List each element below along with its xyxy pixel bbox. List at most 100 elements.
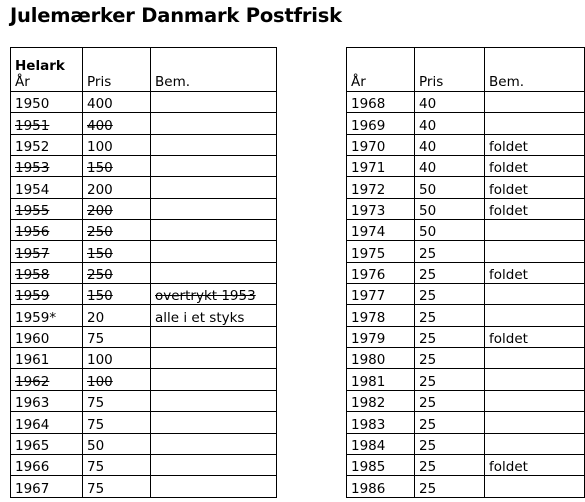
cell-note [150,112,277,135]
cell-year: 1982 [346,389,415,413]
cell-year: 1973 [346,197,415,221]
cell-price: 40 [414,133,485,157]
cell-note [484,432,585,455]
table-row: 1964 75 [10,411,277,434]
cell-note [150,90,277,114]
cell-price: 25 [414,325,485,349]
cell-year: 1964 [10,411,83,434]
cell-price: 75 [82,411,151,434]
cell-note: foldet [484,176,585,199]
cell-price: 400 [82,112,151,135]
cell-year: 1984 [346,432,415,455]
cell-note [150,240,277,263]
cell-year: 1961 [10,347,83,370]
table-row: 1976 25 foldet [346,261,585,285]
cell-year: 1959 [10,283,83,306]
table-row: 1983 25 [346,411,585,434]
cell-year: 1951 [10,112,83,135]
cell-price: 75 [82,325,151,349]
cell-price: 25 [414,411,485,434]
cell-price: 25 [414,347,485,370]
cell-year: 1981 [346,368,415,391]
cell-note [484,411,585,434]
table-row: 1975 25 [346,240,585,263]
cell-note [150,432,277,455]
cell-note [150,155,277,178]
cell-price: 40 [414,90,485,114]
cell-year: 1985 [346,453,415,477]
cell-price: 40 [414,112,485,135]
cell-price: 250 [82,219,151,242]
cell-price: 100 [82,347,151,370]
table-row: 1952 100 [10,133,277,157]
table-row: 1982 25 [346,389,585,413]
cell-note [150,368,277,391]
cell-note: foldet [484,261,585,285]
cell-note [484,219,585,242]
cell-price: 25 [414,368,485,391]
table-row: 1981 25 [346,368,585,391]
cell-year: 1978 [346,304,415,327]
cell-price: 75 [82,453,151,477]
cell-price: 50 [414,176,485,199]
cell-year: 1983 [346,411,415,434]
cell-price: 25 [414,304,485,327]
cell-year: 1960 [10,325,83,349]
cell-year: 1968 [346,90,415,114]
cell-year: 1976 [346,261,415,285]
table-row: 1969 40 [346,112,585,135]
table-row: 1986 25 [346,475,585,498]
cell-price: 200 [82,197,151,221]
cell-year: 1959* [10,304,83,327]
cell-price: 40 [414,155,485,178]
cell-year: 1967 [10,475,83,498]
cell-price: 150 [82,240,151,263]
cell-note [150,261,277,285]
cell-note [150,197,277,221]
cell-price: 75 [82,475,151,498]
cell-year: 1953 [10,155,83,178]
cell-year: 1952 [10,133,83,157]
table-row: 1955 200 [10,197,277,221]
cell-note: foldet [484,197,585,221]
table-row: 1980 25 [346,347,585,370]
header-note: Bem. [484,47,585,92]
cell-price: 50 [414,219,485,242]
cell-price: 25 [414,432,485,455]
cell-year: 1950 [10,90,83,114]
cell-note: alle i et styks [150,304,277,327]
cell-year: 1969 [346,112,415,135]
cell-note [484,347,585,370]
cell-price: 100 [82,133,151,157]
table-row: 1951 400 [10,112,277,135]
cell-year: 1965 [10,432,83,455]
cell-price: 25 [414,389,485,413]
cell-year: 1955 [10,197,83,221]
header-price: Pris [82,47,151,92]
table-row: 1979 25 foldet [346,325,585,349]
table-row: 1973 50 foldet [346,197,585,221]
header-year: År [346,47,415,92]
table-row: 1978 25 [346,304,585,327]
cell-year: 1970 [346,133,415,157]
cell-note [484,90,585,114]
table-row: 1977 25 [346,283,585,306]
cell-year: 1957 [10,240,83,263]
cell-price: 25 [414,453,485,477]
cell-year: 1958 [10,261,83,285]
cell-price: 100 [82,368,151,391]
cell-note [150,347,277,370]
cell-note [150,133,277,157]
helark-label: Helark [15,58,65,74]
header-year-label: År [15,74,30,90]
table-header-row: Helark År Pris Bem. [10,47,277,92]
table-row: 1958 250 [10,261,277,285]
cell-note [150,475,277,498]
table-row: 1985 25 foldet [346,453,585,477]
price-table-left: Helark År Pris Bem. 1950 400 1951 400 1952 10… [10,47,277,498]
cell-note [484,283,585,306]
cell-price: 250 [82,261,151,285]
cell-price: 25 [414,283,485,306]
table-row: 1965 50 [10,432,277,455]
cell-note [150,411,277,434]
